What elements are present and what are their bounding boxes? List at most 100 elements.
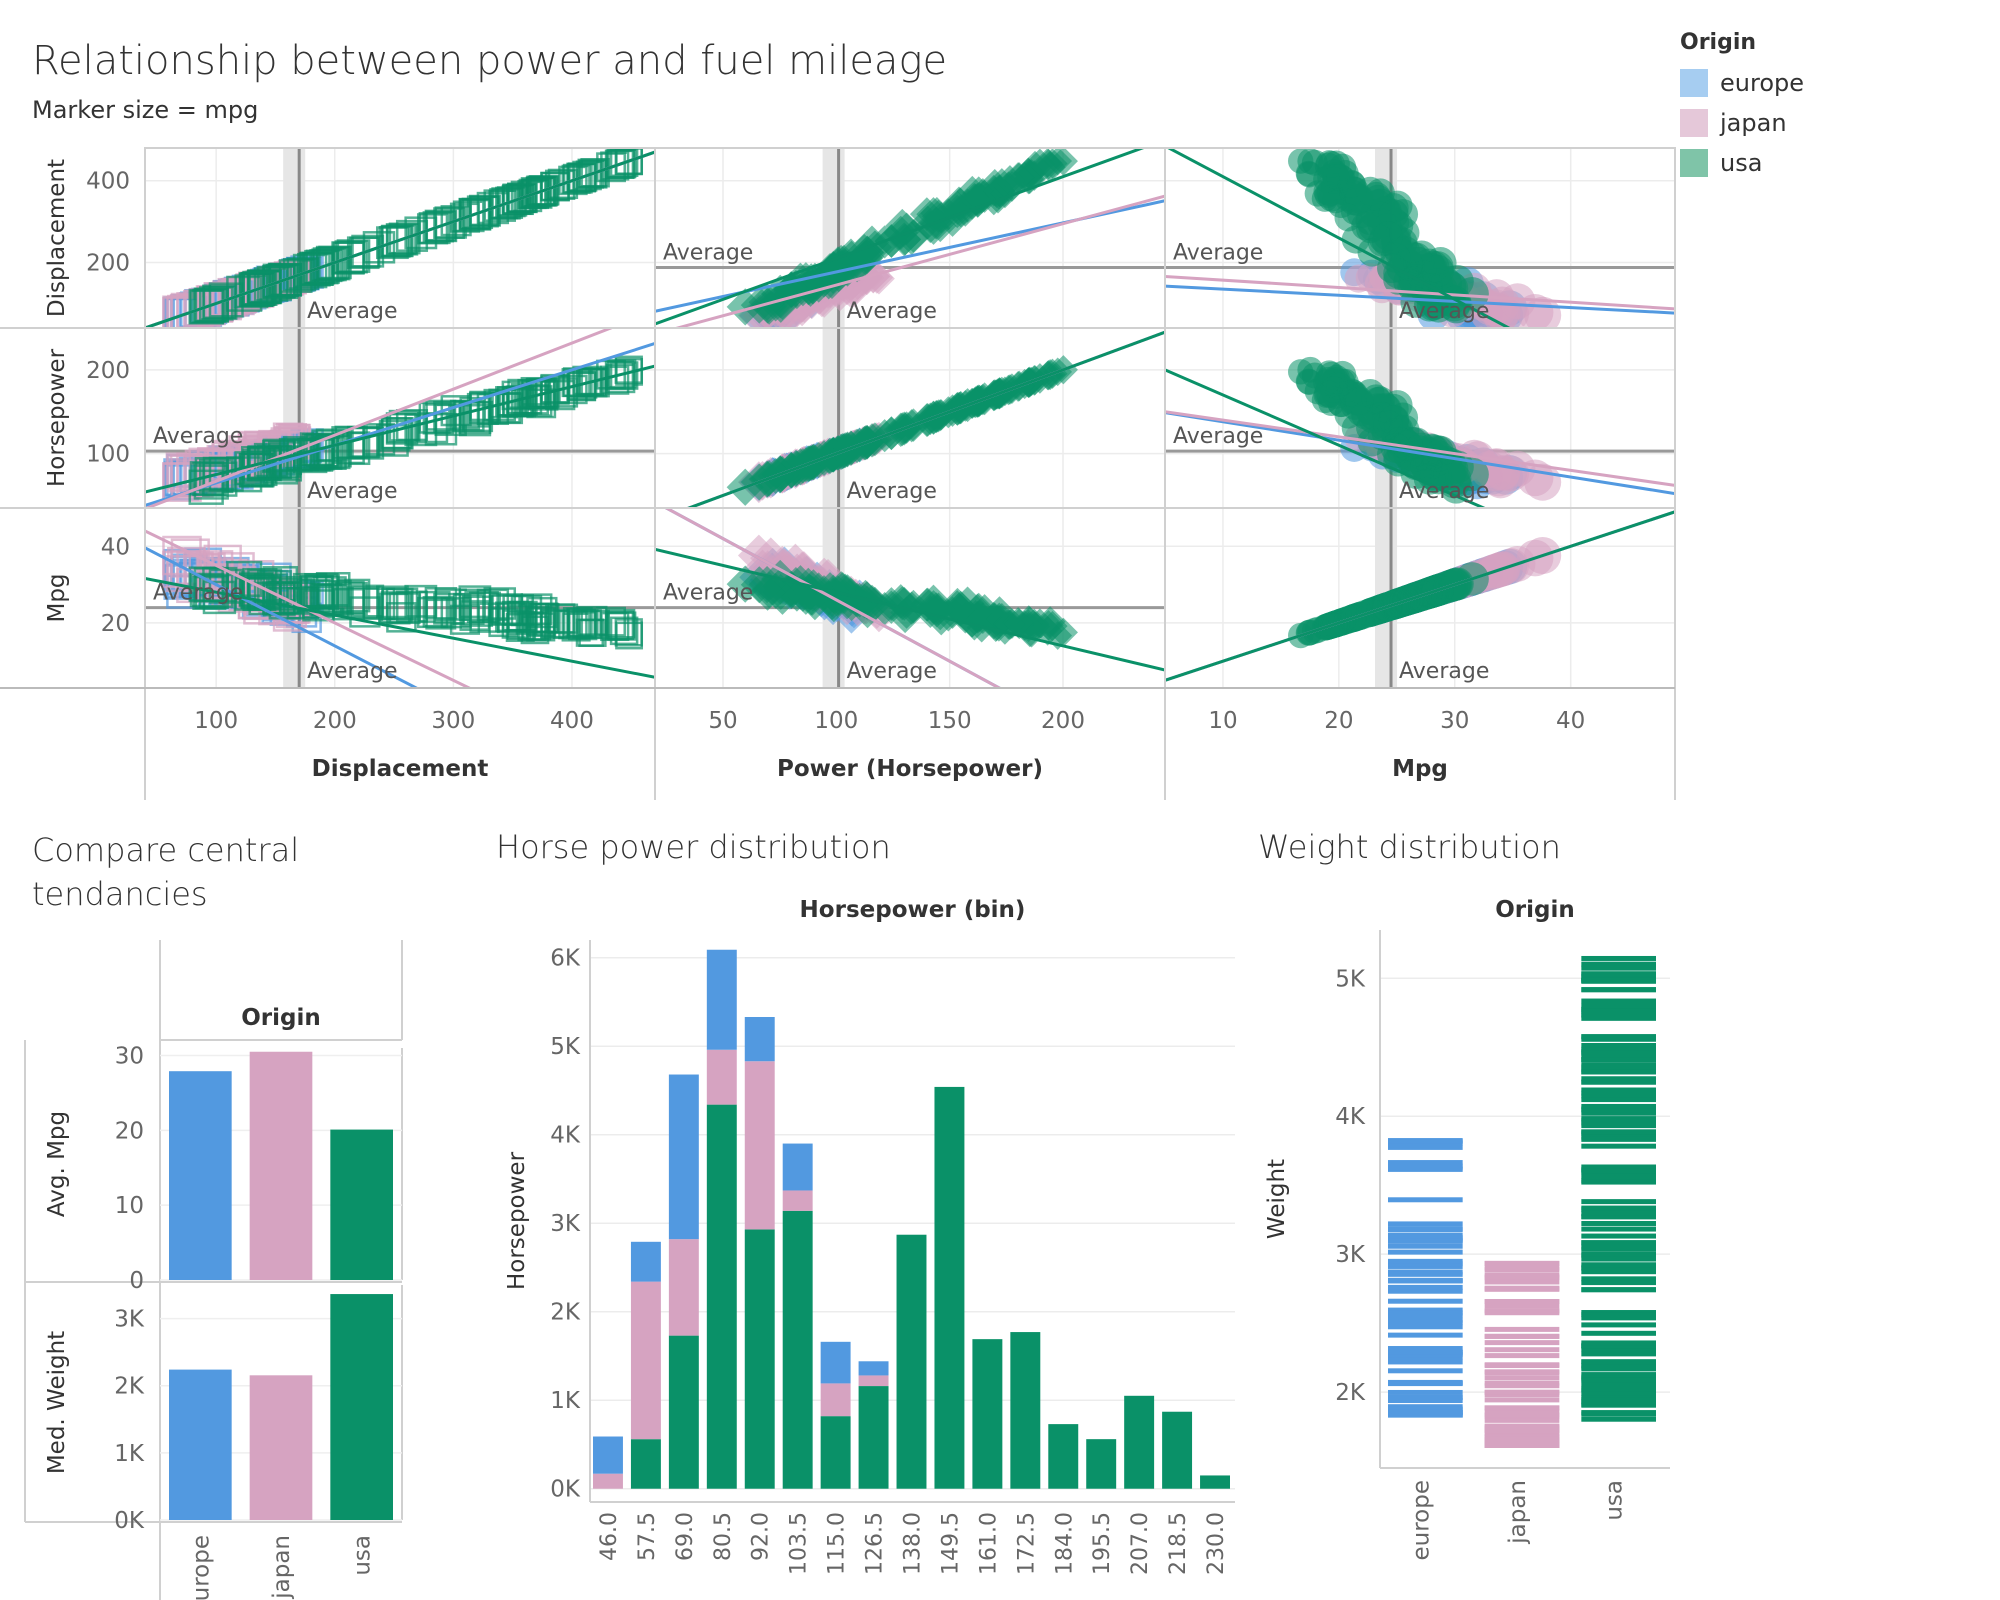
data-point xyxy=(517,179,547,210)
y-tick-label: 0K xyxy=(114,1508,145,1534)
trend-line-europe xyxy=(1165,284,1675,315)
weight-tick xyxy=(1388,1346,1463,1352)
average-label: Average xyxy=(1399,479,1489,504)
data-point xyxy=(253,267,289,302)
page-subtitle: Marker size = mpg xyxy=(32,96,259,124)
weight-tick xyxy=(1388,1160,1463,1166)
weight-tick xyxy=(1388,1398,1463,1404)
weight-tick xyxy=(1581,1179,1656,1185)
data-point xyxy=(425,598,457,630)
x-tick-label: 115.0 xyxy=(825,1512,850,1575)
legend-item-japan[interactable]: japan xyxy=(1680,103,1804,143)
trend-line-japan xyxy=(145,529,473,688)
data-point xyxy=(433,207,465,240)
legend-item-europe[interactable]: europe xyxy=(1680,63,1804,103)
weight-tick xyxy=(1581,1240,1656,1246)
bar-segment-usa xyxy=(972,1339,1003,1489)
bar-segment-usa xyxy=(820,1416,851,1489)
data-point xyxy=(292,572,328,608)
bar-segment-japan xyxy=(706,1049,737,1105)
x-tick-label: europe xyxy=(188,1535,214,1600)
weight-tick xyxy=(1581,1280,1656,1286)
weight-tick xyxy=(1388,1163,1463,1169)
y-tick-label: 2K xyxy=(114,1374,145,1400)
weight-tick xyxy=(1484,1434,1560,1440)
x-tick-label: 161.0 xyxy=(976,1512,1001,1575)
weight-tick xyxy=(1581,1069,1656,1075)
panel-horsepower-vs-mpg: Average Average xyxy=(1165,328,1675,508)
central-tendency-chart[interactable]: Origin 0 10 20 30 Avg. Mpg 0K 1K 2K 3K Med. Weight… xyxy=(0,940,420,1600)
data-point xyxy=(302,252,335,285)
data-point xyxy=(1499,283,1536,320)
weight-tick xyxy=(1581,1015,1656,1021)
data-point xyxy=(526,175,558,207)
weight-tick xyxy=(1581,1168,1656,1174)
trend-line-usa xyxy=(1165,510,1675,682)
weight-tick xyxy=(1581,1199,1656,1205)
weight-tick xyxy=(1484,1380,1560,1386)
average-label: Average xyxy=(307,479,397,504)
data-point xyxy=(468,391,501,424)
weight-tick xyxy=(1484,1397,1560,1403)
scatter-matrix-chart[interactable]: Average AverageAverageAverageAverageAvera… xyxy=(0,0,2000,820)
horsepower-distribution-chart[interactable]: Horsepower (bin) 0K 1K 2K 3K 4K 5K 6K 46.0 57.5 69… xyxy=(480,880,1260,1600)
weight-tick xyxy=(1484,1333,1560,1339)
x-tick-label: 50 xyxy=(708,708,737,734)
y-axis-title: Avg. Mpg xyxy=(44,1111,70,1217)
weight-tick xyxy=(1581,1205,1656,1211)
y-tick-label: 2K xyxy=(550,1300,581,1326)
weight-tick xyxy=(1388,1310,1463,1316)
data-point xyxy=(1351,211,1380,241)
weight-tick xyxy=(1581,1087,1656,1093)
weight-tick xyxy=(1388,1284,1463,1290)
x-tick-label: 92.0 xyxy=(749,1512,774,1561)
data-point xyxy=(1288,359,1314,385)
average-label: Average xyxy=(1399,659,1489,684)
weight-tick xyxy=(1581,1330,1656,1336)
trend-line-japan xyxy=(1165,410,1675,487)
weight-tick xyxy=(1388,1381,1463,1387)
weight-tick xyxy=(1484,1383,1560,1389)
legend-label-japan: japan xyxy=(1720,109,1787,137)
average-label: Average xyxy=(847,659,937,684)
legend-item-usa[interactable]: usa xyxy=(1680,143,1804,183)
trend-line-usa xyxy=(655,547,1165,672)
legend[interactable]: Origin europe japan usa xyxy=(1680,30,1804,183)
bar-japan xyxy=(249,1375,313,1520)
data-point xyxy=(199,573,234,609)
bar-segment-europe xyxy=(593,1436,623,1474)
weight-tick xyxy=(1581,1057,1656,1063)
bar-segment-europe xyxy=(630,1241,661,1282)
data-point xyxy=(526,596,558,629)
y-tick-label: 4K xyxy=(550,1123,581,1149)
data-point xyxy=(1355,378,1385,408)
y-tick-label: 100 xyxy=(86,442,130,468)
bar-segment-europe xyxy=(858,1361,889,1376)
weight-tick xyxy=(1484,1442,1560,1448)
trend-line-japan xyxy=(671,194,1165,328)
x-tick-label: 57.5 xyxy=(635,1512,660,1561)
marks xyxy=(655,148,1165,328)
data-point xyxy=(1351,400,1380,430)
weight-tick xyxy=(1581,1053,1656,1059)
data-point xyxy=(242,270,278,306)
weight-tick xyxy=(1581,1123,1656,1129)
data-point xyxy=(468,194,501,227)
data-point xyxy=(318,245,352,280)
bar-segment-usa xyxy=(668,1335,699,1489)
x-tick-label: 200 xyxy=(1041,708,1085,734)
x-tick-label: 150 xyxy=(928,708,972,734)
bar-segment-usa xyxy=(896,1234,927,1489)
data-point xyxy=(604,610,635,640)
weight-distribution-chart[interactable]: Origin 2K 3K 4K 5K europe japan usa Weight xyxy=(1250,880,1700,1600)
weight-tick xyxy=(1581,1046,1656,1052)
bar-segment-europe xyxy=(744,1016,775,1062)
x-tick-label: 69.0 xyxy=(673,1512,698,1561)
weight-tick xyxy=(1581,971,1656,977)
data-point xyxy=(748,283,786,321)
panel-horsepower-vs-displacement: Average Average xyxy=(145,328,655,508)
x-tick-label: 200 xyxy=(313,708,357,734)
average-label: Average xyxy=(1399,299,1489,324)
weight-tick xyxy=(1581,1340,1656,1346)
y-tick-label: 30 xyxy=(115,1043,144,1069)
